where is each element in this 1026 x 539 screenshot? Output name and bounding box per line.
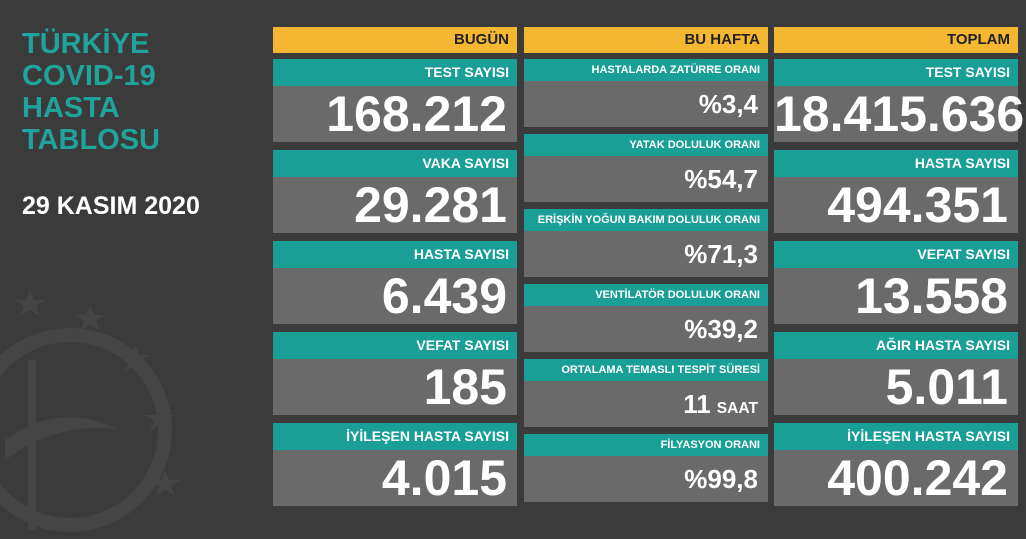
date: 29 KASIM 2020 xyxy=(22,192,200,220)
card-value: %39,2 xyxy=(524,306,768,352)
column-header: BUGÜN xyxy=(273,27,517,53)
card-value: 13.558 xyxy=(774,268,1018,324)
value-text: 185 xyxy=(423,359,507,415)
card-value: 29.281 xyxy=(273,177,517,233)
card-value: 400.242 xyxy=(774,450,1018,506)
card-value: 6.439 xyxy=(273,268,517,324)
card-value: 4.015 xyxy=(273,450,517,506)
value-text: %54,7 xyxy=(684,164,758,194)
value-text: 11 xyxy=(683,389,711,419)
emblem-watermark xyxy=(0,290,180,532)
card-label: HASTALARDA ZATÜRRE ORANI xyxy=(524,59,768,81)
value-text: 168.212 xyxy=(326,86,507,142)
card-label: ORTALAMA TEMASLI TESPİT SÜRESİ xyxy=(524,359,768,381)
card-label: İYİLEŞEN HASTA SAYISI xyxy=(273,423,517,450)
value-text: 6.439 xyxy=(381,268,507,324)
card-label: İYİLEŞEN HASTA SAYISI xyxy=(774,423,1018,450)
card-label: HASTA SAYISI xyxy=(774,150,1018,177)
value-text: 494.351 xyxy=(827,177,1008,233)
card-value: 185 xyxy=(273,359,517,415)
card-label: VAKA SAYISI xyxy=(273,150,517,177)
card-value: %3,4 xyxy=(524,81,768,127)
value-text: %3,4 xyxy=(698,89,758,119)
card-label: VEFAT SAYISI xyxy=(774,241,1018,268)
value-text: 400.242 xyxy=(827,450,1008,506)
card-label: HASTA SAYISI xyxy=(273,241,517,268)
card-label: TEST SAYISI xyxy=(774,59,1018,86)
value-text: 18.415.636 xyxy=(774,86,1025,142)
value-text: %39,2 xyxy=(684,314,758,344)
value-text: 5.011 xyxy=(885,359,1008,415)
card-value: 18.415.636 xyxy=(774,86,1024,142)
column-header: BU HAFTA xyxy=(524,27,768,53)
value-text: 13.558 xyxy=(855,268,1008,324)
value-unit: SAAT xyxy=(716,400,758,417)
value-text: %99,8 xyxy=(684,464,758,494)
card-value: 11 SAAT xyxy=(524,381,768,427)
value-text: 29.281 xyxy=(354,177,507,233)
card-value: 168.212 xyxy=(273,86,517,142)
value-text: 4.015 xyxy=(381,450,507,506)
card-label: VENTİLATÖR DOLULUK ORANI xyxy=(524,284,768,306)
card-label: TEST SAYISI xyxy=(273,59,517,86)
card-value: %71,3 xyxy=(524,231,768,277)
value-text: %71,3 xyxy=(684,239,758,269)
title-line: TÜRKİYE xyxy=(22,28,150,60)
title-line: COVID-19 xyxy=(22,60,156,92)
card-label: FİLYASYON ORANI xyxy=(524,434,768,456)
card-value: %54,7 xyxy=(524,156,768,202)
title-line: HASTA xyxy=(22,92,120,124)
card-value: 5.011 xyxy=(774,359,1018,415)
card-label: YATAK DOLULUK ORANI xyxy=(524,134,768,156)
card-label: AĞIR HASTA SAYISI xyxy=(774,332,1018,359)
card-label: ERİŞKİN YOĞUN BAKIM DOLULUK ORANI xyxy=(524,209,768,231)
card-value: 494.351 xyxy=(774,177,1018,233)
title-line: TABLOSU xyxy=(22,124,161,156)
card-label: VEFAT SAYISI xyxy=(273,332,517,359)
column-header: TOPLAM xyxy=(774,27,1018,53)
card-value: %99,8 xyxy=(524,456,768,502)
